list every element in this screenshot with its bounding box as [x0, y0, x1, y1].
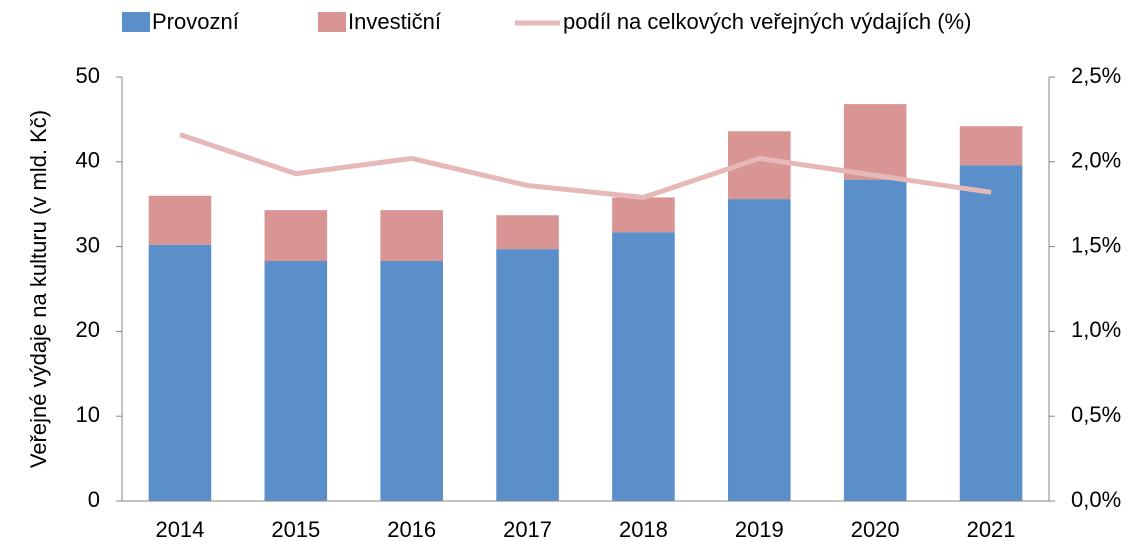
bar	[728, 199, 791, 501]
y-tick-label: 50	[76, 63, 100, 88]
line	[179, 132, 992, 200]
y2-tick-label: 0,5%	[1071, 402, 1121, 427]
bar	[959, 126, 1023, 166]
bar	[843, 179, 907, 501]
y2-tick-label: 2,5%	[1071, 63, 1121, 88]
legend-swatch	[318, 12, 346, 32]
bar	[496, 215, 559, 250]
x-tick-label: 2017	[503, 517, 552, 541]
legend-label: Provozní	[152, 9, 239, 34]
bar	[380, 210, 443, 262]
x-tick-label: 2018	[619, 517, 668, 541]
legend-swatch	[122, 12, 150, 32]
bar	[959, 165, 1023, 501]
x-tick-label: 2015	[271, 517, 320, 541]
y-tick-label: 30	[76, 232, 100, 257]
bar	[148, 244, 212, 502]
y-tick-label: 10	[76, 402, 100, 427]
x-tick-label: 2014	[155, 517, 204, 541]
y-tick-label: 40	[76, 148, 100, 173]
legend-label: podíl na celkových veřejných výdajích (%…	[563, 9, 971, 34]
y-tick-label: 20	[76, 317, 100, 342]
legend-label: Investiční	[348, 9, 441, 34]
bar	[612, 232, 675, 501]
bar	[380, 261, 443, 501]
y2-tick-label: 1,0%	[1071, 317, 1121, 342]
y2-tick-label: 1,5%	[1071, 232, 1121, 257]
y2-tick-label: 0,0%	[1071, 487, 1121, 512]
y-axis-title: Veřejné výdaje na kulturu (v mld. Kč)	[26, 110, 51, 468]
x-tick-label: 2019	[735, 517, 784, 541]
bar	[496, 249, 559, 501]
bar	[843, 104, 907, 180]
x-tick-label: 2016	[387, 517, 436, 541]
x-tick-label: 2021	[967, 517, 1016, 541]
bar	[148, 195, 212, 245]
bar	[264, 261, 328, 501]
bar	[612, 197, 675, 233]
y2-tick-label: 2,0%	[1071, 148, 1121, 173]
x-tick-label: 2020	[851, 517, 900, 541]
legend: Provozní Investiční podíl na celkových v…	[122, 9, 971, 34]
bar	[264, 210, 328, 262]
y-tick-label: 0	[88, 487, 100, 512]
